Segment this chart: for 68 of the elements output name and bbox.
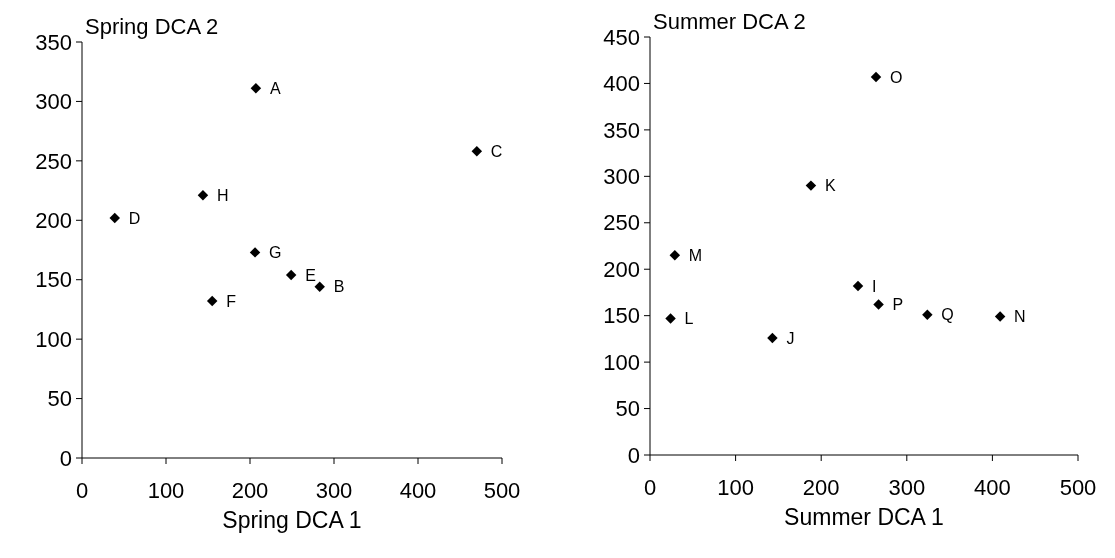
point — [249, 247, 261, 258]
y-tick-label: 350 — [603, 117, 640, 143]
annotation: M — [688, 246, 703, 264]
y-tick-label: 300 — [35, 89, 72, 115]
annotation: Q — [941, 306, 954, 324]
point — [314, 281, 325, 293]
annotation: J — [786, 329, 795, 347]
point — [669, 250, 681, 261]
annotation: A — [269, 79, 281, 97]
point — [471, 146, 483, 157]
point — [250, 83, 262, 94]
point — [197, 190, 209, 201]
annotation: L — [684, 310, 694, 328]
point — [206, 295, 218, 307]
y-tick-label: 250 — [35, 148, 72, 174]
x-tick-label: 100 — [717, 475, 754, 500]
y-tick-label: 200 — [35, 207, 72, 233]
point — [767, 332, 778, 344]
x-tick-label: 400 — [399, 478, 437, 503]
x-tick-label: 400 — [974, 475, 1011, 500]
y-tick-label: 50 — [47, 386, 72, 412]
y-tick-label: 150 — [35, 267, 72, 293]
annotation: N — [1014, 308, 1026, 326]
annotation: P — [892, 296, 904, 314]
annotation: C — [490, 142, 503, 160]
x-tick-label: 200 — [231, 478, 269, 503]
point — [873, 299, 884, 310]
y-tick-label: 200 — [603, 256, 640, 282]
x-tick-label: 0 — [643, 475, 657, 500]
annotation: O — [889, 68, 903, 86]
point — [805, 180, 817, 191]
x-tick-label: 100 — [147, 478, 185, 503]
x-tick-label: 300 — [888, 475, 926, 500]
x-tick-label: 200 — [802, 475, 840, 500]
annotation: D — [128, 209, 141, 227]
y-tick-label: 350 — [35, 29, 72, 55]
y-tick-label: 100 — [35, 326, 72, 352]
annotation: F — [226, 292, 237, 310]
y-axis-title: Summer DCA 2 — [653, 9, 806, 34]
y-tick-label: 150 — [603, 303, 640, 329]
x-axis-title: Summer DCA 1 — [784, 504, 944, 530]
point — [852, 280, 864, 292]
x-axis-title: Spring DCA 1 — [222, 507, 362, 533]
x-tick-label: 500 — [1059, 475, 1097, 500]
annotation: B — [333, 278, 345, 296]
x-tick-label: 0 — [75, 478, 89, 503]
annotation: I — [872, 277, 877, 295]
x-tick-label: 300 — [315, 478, 353, 503]
annotation: H — [216, 186, 229, 204]
point — [870, 71, 882, 83]
point — [994, 311, 1006, 322]
y-axis-title: Spring DCA 2 — [85, 14, 219, 39]
annotation: G — [269, 243, 282, 261]
point — [285, 269, 297, 281]
annotation: E — [305, 266, 316, 284]
y-tick-label: 0 — [627, 442, 640, 468]
y-tick-label: 300 — [603, 164, 640, 190]
y-tick-label: 400 — [603, 71, 640, 97]
y-tick-label: 450 — [603, 24, 640, 50]
y-tick-label: 100 — [603, 349, 640, 375]
point — [109, 212, 120, 224]
point — [665, 313, 676, 324]
y-tick-label: 250 — [603, 210, 640, 236]
y-tick-label: 0 — [59, 445, 72, 471]
point — [922, 309, 933, 320]
y-tick-label: 50 — [615, 396, 640, 422]
x-tick-label: 500 — [483, 478, 521, 503]
annotation: K — [824, 177, 836, 195]
